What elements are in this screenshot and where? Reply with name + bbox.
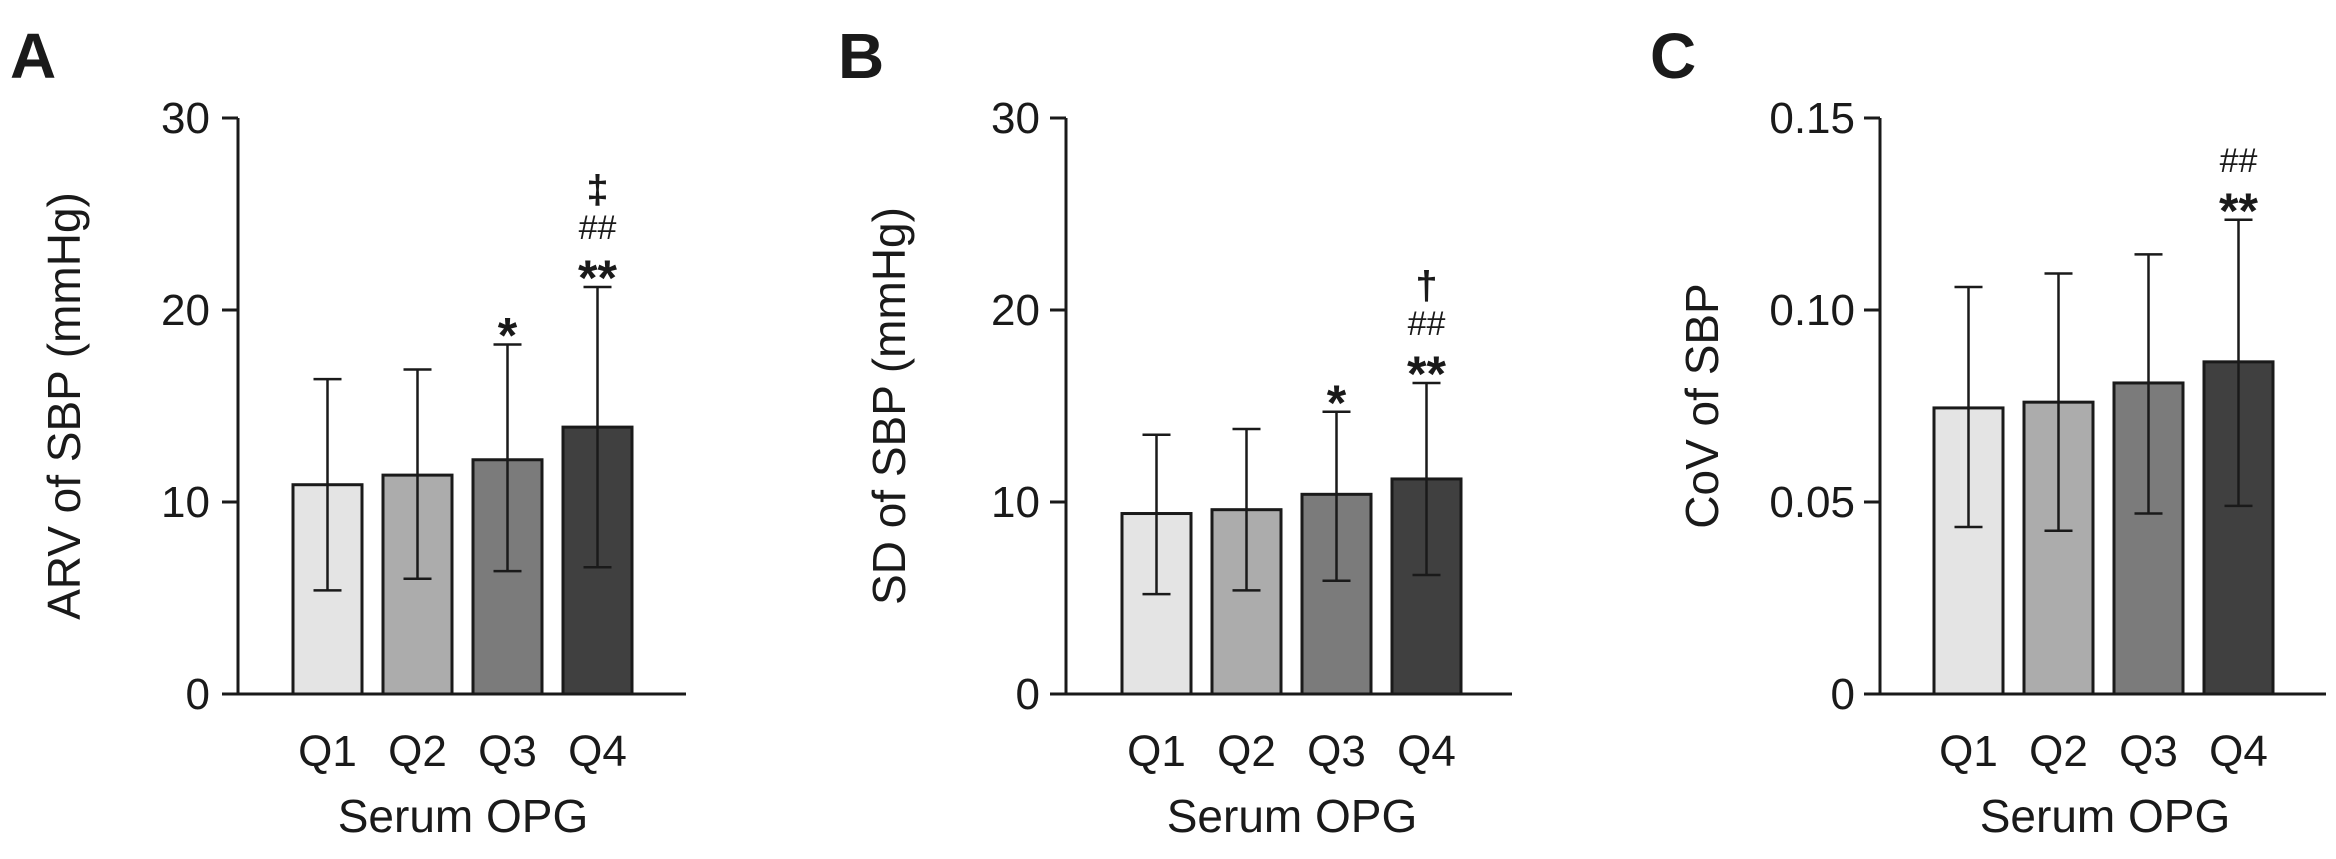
x-tick-label: Q4 [2209, 727, 2268, 776]
x-axis-title: Serum OPG [1167, 790, 1418, 842]
panel-letter: B [838, 20, 884, 92]
y-tick-label: 0.10 [1769, 286, 1855, 335]
star-annotation: ** [578, 250, 617, 306]
panel-b: B 0 10 20 30 SD of SBP (mmHg) Q1 Q2 * Q3 **##† Q4 Se… [838, 20, 1512, 842]
star-annotation: ** [1407, 346, 1446, 402]
y-tick-label: 10 [161, 478, 210, 527]
y-axis-title: SD of SBP (mmHg) [863, 207, 915, 605]
star-annotation: ** [2219, 183, 2258, 239]
x-tick-label: Q3 [1307, 727, 1366, 776]
panel-c: C 0 0.05 0.10 0.15 CoV of SBP Q1 Q2 Q3 **## Q4 Seru… [1650, 20, 2326, 842]
panel-a: A 0 10 20 30 ARV of SBP (mmHg) Q1 Q2 * Q3 **##‡ Q4 S… [10, 20, 686, 842]
star-annotation: * [1327, 375, 1347, 431]
hash-annotation: ## [1408, 305, 1446, 343]
bar-q3 [2112, 381, 2185, 696]
y-axis-title: ARV of SBP (mmHg) [38, 192, 90, 620]
y-tick-label: 30 [161, 94, 210, 143]
hash-annotation: ## [2220, 142, 2258, 180]
y-tick-label: 10 [991, 478, 1040, 527]
y-tick-label: 0 [186, 670, 210, 719]
y-tick-label: 20 [991, 286, 1040, 335]
x-tick-label: Q1 [1127, 727, 1186, 776]
bar-q4 [2202, 360, 2275, 696]
dagger-annotation: ‡ [586, 168, 608, 212]
x-tick-label: Q3 [478, 727, 537, 776]
y-tick-label: 0 [1016, 670, 1040, 719]
panel-letter: C [1650, 20, 1696, 92]
star-annotation: * [498, 308, 518, 364]
x-tick-label: Q2 [388, 727, 447, 776]
y-tick-label: 0 [1831, 670, 1855, 719]
x-tick-label: Q2 [2029, 727, 2088, 776]
x-tick-label: Q1 [298, 727, 357, 776]
x-tick-label: Q2 [1217, 727, 1276, 776]
dagger-annotation: † [1415, 264, 1437, 308]
x-tick-label: Q1 [1939, 727, 1998, 776]
hash-annotation: ## [579, 209, 617, 247]
x-axis-title: Serum OPG [338, 790, 589, 842]
y-tick-label: 0.05 [1769, 478, 1855, 527]
y-tick-label: 20 [161, 286, 210, 335]
y-tick-label: 30 [991, 94, 1040, 143]
x-tick-label: Q4 [1397, 727, 1456, 776]
x-tick-label: Q3 [2119, 727, 2178, 776]
panel-letter: A [10, 20, 56, 92]
x-tick-label: Q4 [568, 727, 627, 776]
y-axis-title: CoV of SBP [1676, 283, 1728, 528]
y-tick-label: 0.15 [1769, 94, 1855, 143]
x-axis-title: Serum OPG [1980, 790, 2231, 842]
